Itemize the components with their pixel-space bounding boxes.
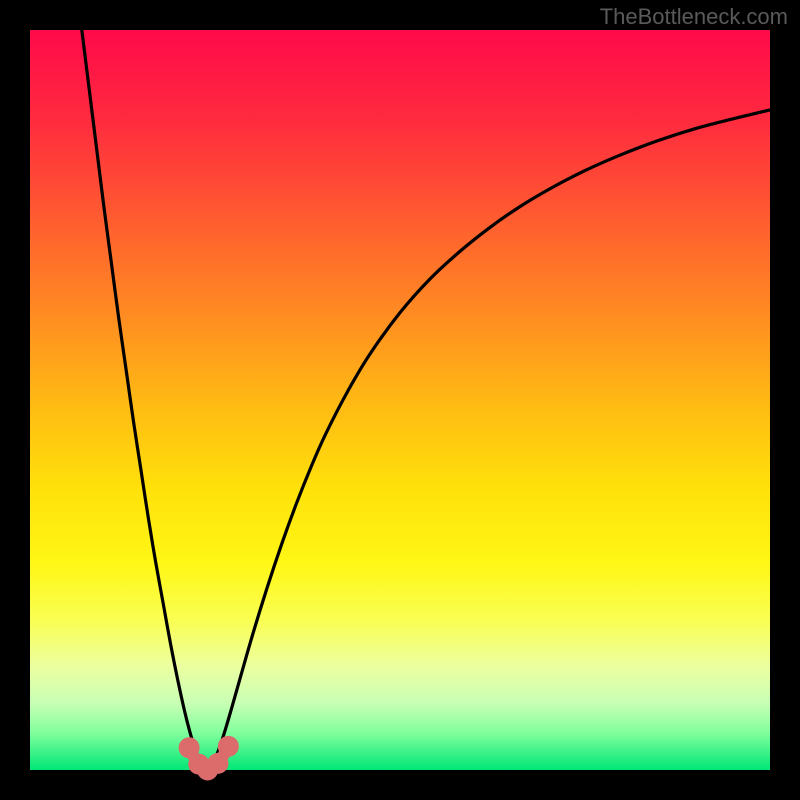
- bottleneck-chart: [0, 0, 800, 800]
- optimum-marker: [219, 737, 237, 755]
- optimum-marker: [180, 739, 198, 757]
- chart-container: TheBottleneck.com: [0, 0, 800, 800]
- watermark-text: TheBottleneck.com: [600, 4, 788, 30]
- optimum-marker: [209, 754, 227, 772]
